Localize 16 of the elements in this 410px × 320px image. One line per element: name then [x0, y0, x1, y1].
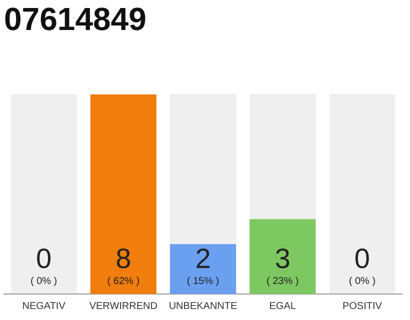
x-tick-label: NEGATIV	[22, 300, 66, 312]
x-tick-label: UNBEKANNTE	[168, 300, 238, 312]
annotation: ( 15% )	[186, 276, 220, 287]
data-label: 2	[195, 243, 211, 274]
x-tick-label: VERWIRREND	[89, 300, 158, 312]
annotation: ( 0% )	[348, 276, 376, 287]
annotation: ( 0% )	[30, 276, 58, 287]
data-label: 0	[36, 243, 52, 274]
x-tick-label: EGAL	[269, 300, 296, 312]
annotation: ( 62% )	[107, 276, 140, 287]
data-label: 0	[354, 243, 370, 274]
x-tick-label: POSITIV	[342, 300, 382, 312]
data-label: 3	[274, 243, 290, 274]
chart-title: 07614849	[4, 1, 146, 38]
data-label: 8	[116, 243, 132, 274]
annotation: ( 23% )	[266, 276, 299, 287]
